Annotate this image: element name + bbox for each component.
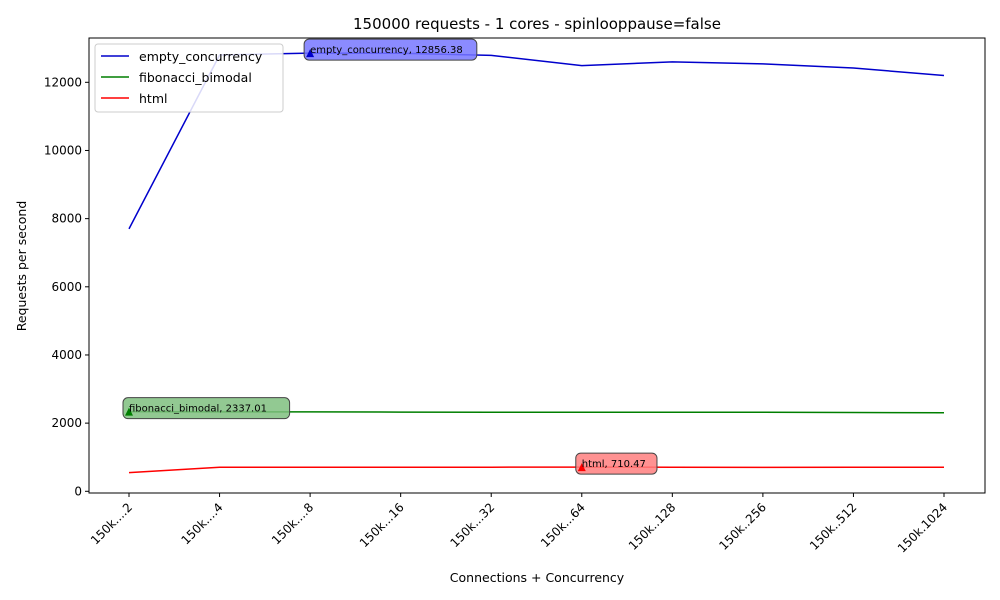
plot-frame <box>88 37 986 494</box>
x-tick-label: 150k..128 <box>626 500 679 553</box>
x-tick-label: 150k...64 <box>538 500 588 550</box>
legend-label-empty_concurrency: empty_concurrency <box>139 49 263 64</box>
legend-label-fibonacci_bimodal: fibonacci_bimodal <box>139 70 252 85</box>
y-tick-label: 8000 <box>51 212 82 226</box>
annotation-label: fibonacci_bimodal, 2337.01 <box>129 404 267 415</box>
x-tick-label: 150k..512 <box>807 500 860 553</box>
y-tick-label: 0 <box>74 484 82 498</box>
annotation-marker <box>125 407 133 416</box>
y-tick-label: 2000 <box>51 416 82 430</box>
x-tick-label: 150k....2 <box>88 500 135 547</box>
x-tick-label: 150k..256 <box>716 500 769 553</box>
annotation-marker <box>306 49 315 58</box>
annotation-label: html, 710.47 <box>582 459 646 470</box>
annotation-label: empty_concurrency, 12856.38 <box>310 45 463 56</box>
y-tick-label: 12000 <box>44 75 82 89</box>
legend-label-html: html <box>139 91 167 106</box>
x-axis-title: Connections + Concurrency <box>450 570 625 585</box>
annotation-marker <box>577 463 586 472</box>
annotation-box <box>575 452 658 475</box>
annotations: empty_concurrency, 12856.38 fibonacci_bim… <box>122 38 658 475</box>
x-tick-label: 150k.1024 <box>895 500 950 555</box>
annotation-box <box>303 38 478 61</box>
chart-title: 150000 requests - 1 cores - spinlooppaus… <box>353 15 721 33</box>
axis-ticks: 0 2000 4000 6000 8000 10000 12000 150k....2 150k… <box>44 75 950 555</box>
series-line-html <box>128 466 944 474</box>
x-tick-label: 150k....4 <box>178 500 225 547</box>
y-axis-title: Requests per second <box>14 201 29 332</box>
legend-box <box>94 43 284 113</box>
annotation-box <box>122 397 291 420</box>
y-tick-label: 10000 <box>44 143 82 157</box>
y-tick-label: 4000 <box>51 348 82 362</box>
y-tick-label: 6000 <box>51 280 82 294</box>
x-tick-label: 150k....8 <box>269 500 316 547</box>
x-tick-label: 150k...32 <box>447 500 497 550</box>
x-tick-label: 150k...16 <box>357 500 407 550</box>
